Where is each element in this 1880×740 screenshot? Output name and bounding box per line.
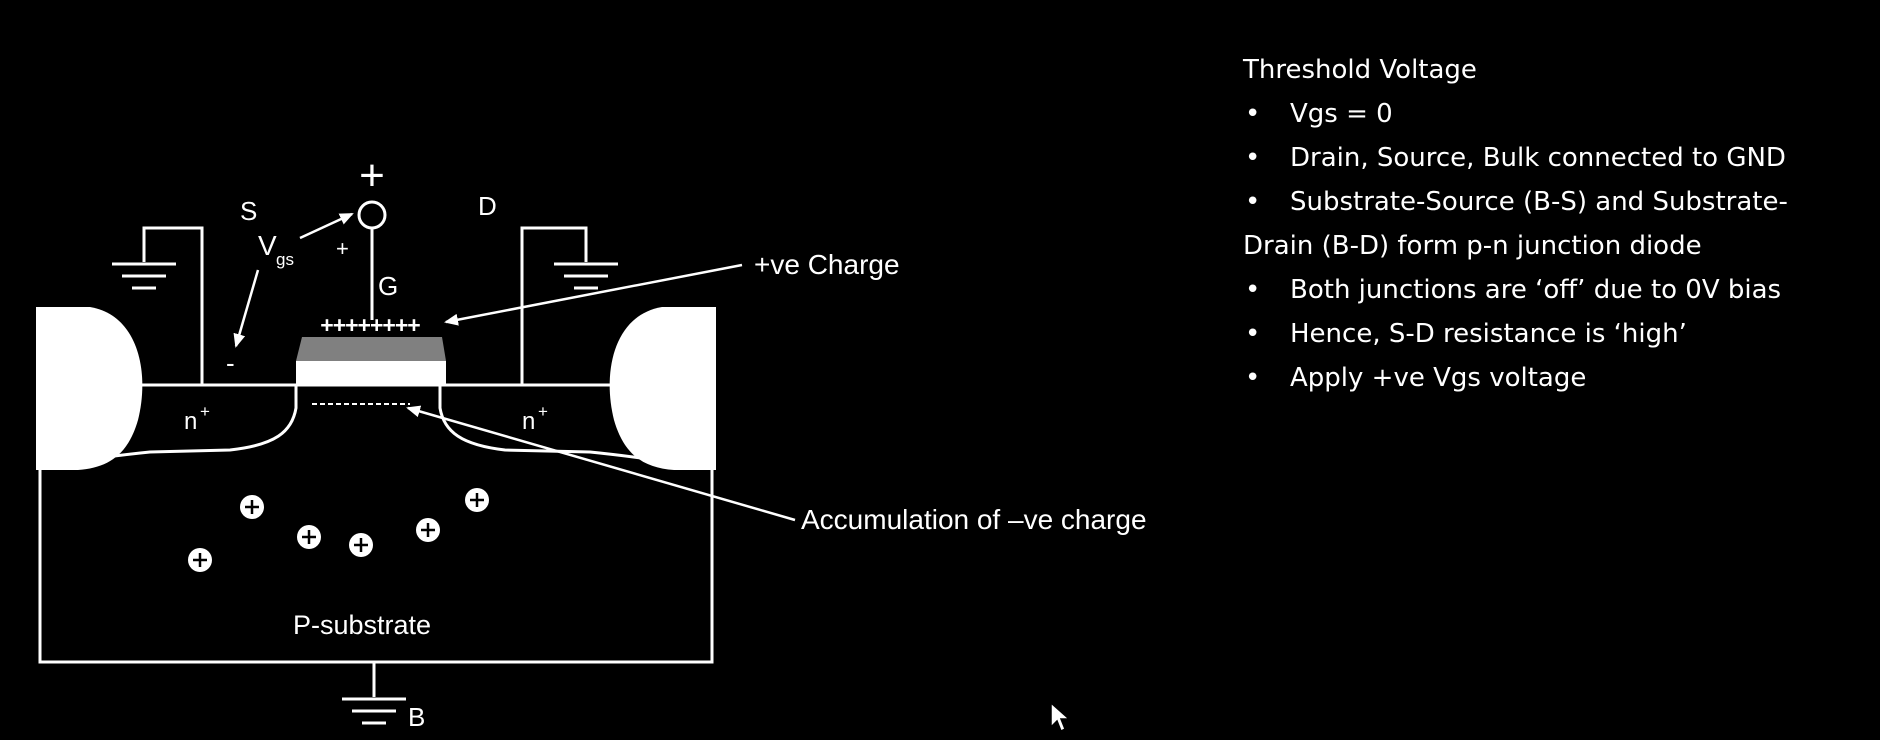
list-item-text: Drain, Source, Bulk connected to GND — [1290, 143, 1786, 173]
list-item-text: Apply +ve Vgs voltage — [1290, 363, 1587, 393]
drain-n-superscript: + — [538, 402, 548, 421]
hole-icon — [349, 533, 373, 557]
source-label: S — [240, 196, 257, 226]
bullet-icon: • — [1245, 143, 1261, 173]
gate-terminal — [357, 200, 387, 230]
list-item-text: Both junctions are ‘off’ due to 0V bias — [1290, 275, 1782, 305]
bullet-icon: • — [1245, 99, 1261, 129]
list-item: • Drain, Source, Bulk connected to GND — [1243, 136, 1873, 180]
source-n-label: n — [184, 408, 197, 435]
list-item-text: Hence, S-D resistance is ‘high’ — [1290, 319, 1687, 349]
list-item-continuation: Drain (B-D) form p-n junction diode — [1243, 231, 1702, 261]
substrate-holes — [188, 488, 489, 572]
list-item: • Apply +ve Vgs voltage — [1243, 356, 1873, 400]
notes-title: Threshold Voltage — [1243, 55, 1477, 85]
list-item-text: Vgs = 0 — [1290, 99, 1393, 129]
hole-icon — [188, 548, 212, 572]
drain-ground-icon — [554, 262, 618, 290]
gate-positive-charges: ++++++++ — [320, 312, 420, 338]
vgs-plus-sign: + — [336, 236, 349, 261]
bulk-ground-icon — [342, 697, 406, 725]
threshold-voltage-notes: Threshold Voltage • Vgs = 0 • Drain, Sou… — [1243, 48, 1873, 400]
accumulation-annotation: Accumulation of –ve charge — [801, 504, 1147, 535]
gate-electrode — [296, 337, 446, 361]
accumulation-arrow — [406, 405, 796, 522]
mosfet-cross-section-diagram: ++++++++ + G S D V gs + - n + n — [36, 151, 1147, 732]
drain-n-label: n — [522, 408, 535, 435]
hole-icon — [240, 495, 264, 519]
bullet-icon: • — [1245, 319, 1261, 349]
hole-icon — [465, 488, 489, 512]
list-item: • Both junctions are ‘off’ due to 0V bia… — [1243, 268, 1873, 312]
bullet-icon: • — [1245, 275, 1261, 305]
bulk-label: B — [408, 702, 425, 732]
vgs-minus-sign: - — [226, 348, 235, 378]
list-item: • Vgs = 0 — [1243, 92, 1873, 136]
mouse-pointer-icon — [1050, 701, 1071, 733]
vgs-label-main: V — [258, 230, 277, 261]
notes-bullet-list: • Vgs = 0 • Drain, Source, Bulk connecte… — [1243, 92, 1873, 400]
source-n-superscript: + — [200, 402, 210, 421]
source-wire — [142, 226, 204, 385]
source-ground-icon — [112, 262, 176, 290]
gate-label: G — [378, 271, 398, 301]
list-item: • Substrate-Source (B-S) and Substrate- … — [1243, 180, 1873, 268]
vgs-label-subscript: gs — [276, 250, 294, 269]
gate-oxide — [296, 361, 446, 386]
list-item: • Hence, S-D resistance is ‘high’ — [1243, 312, 1873, 356]
right-field-oxide — [609, 307, 716, 470]
bullet-icon: • — [1245, 187, 1261, 217]
left-field-oxide — [36, 307, 143, 470]
list-item-text: Substrate-Source (B-S) and Substrate- — [1290, 187, 1788, 217]
bullet-icon: • — [1245, 363, 1261, 393]
p-substrate-label: P-substrate — [293, 610, 431, 640]
positive-charge-annotation: +ve Charge — [754, 249, 900, 280]
vgs-arrow-to-gate — [299, 212, 354, 240]
vgs-arrow-to-source — [233, 269, 260, 348]
positive-charge-arrow — [444, 263, 743, 326]
hole-icon — [416, 518, 440, 542]
hole-icon — [297, 525, 321, 549]
drain-label: D — [478, 191, 497, 221]
gate-plus-sign: + — [359, 151, 385, 200]
